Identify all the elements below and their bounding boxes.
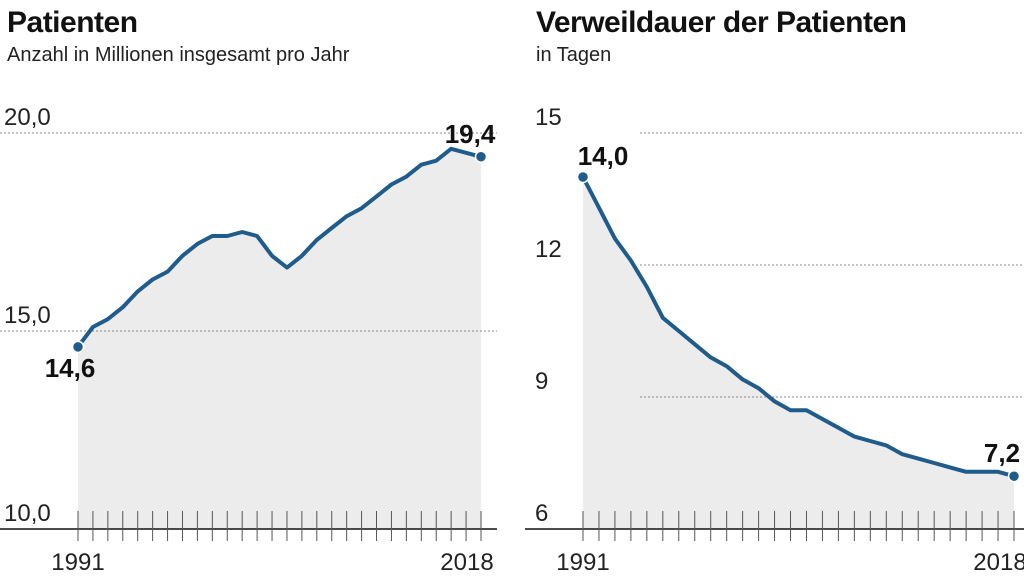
chart1-start-point — [71, 340, 85, 354]
chart1-title: Patienten — [7, 6, 138, 39]
chart1-x-end-label: 2018 — [440, 549, 493, 576]
chart1-ytick-label: 10,0 — [4, 500, 51, 527]
chart1-subtitle: Anzahl in Millionen insgesamt pro Jahr — [7, 44, 350, 66]
chart2-x-start-label: 1991 — [556, 549, 609, 576]
chart1-end-value-label: 19,4 — [445, 119, 496, 149]
chart2-ytick-label: 9 — [535, 368, 548, 395]
chart1-x-start-label: 1991 — [51, 549, 104, 576]
chart2-start-point — [576, 170, 590, 184]
chart1-start-value-label: 14,6 — [45, 353, 96, 383]
chart2-series-line — [581, 175, 1016, 479]
chart1-series-line — [76, 146, 483, 349]
chart2-area — [583, 177, 1014, 529]
chart2-end-value-label: 7,2 — [984, 438, 1020, 468]
chart2-start-value-label: 14,0 — [578, 141, 629, 171]
chart1-ytick-label: 20,0 — [4, 104, 51, 131]
chart2-x-end-label: 2018 — [973, 549, 1024, 576]
chart1-end-point — [474, 150, 488, 164]
chart2-title: Verweildauer der Patienten — [536, 6, 907, 39]
chart2-ytick-label: 15 — [535, 104, 562, 131]
chart2-ytick-label: 12 — [535, 236, 562, 263]
chart2-ytick-label: 6 — [535, 500, 548, 527]
chart1-ytick-label: 15,0 — [4, 302, 51, 329]
chart2-end-point — [1007, 469, 1021, 483]
chart2-subtitle: in Tagen — [536, 44, 612, 66]
chart1-area — [78, 148, 481, 530]
